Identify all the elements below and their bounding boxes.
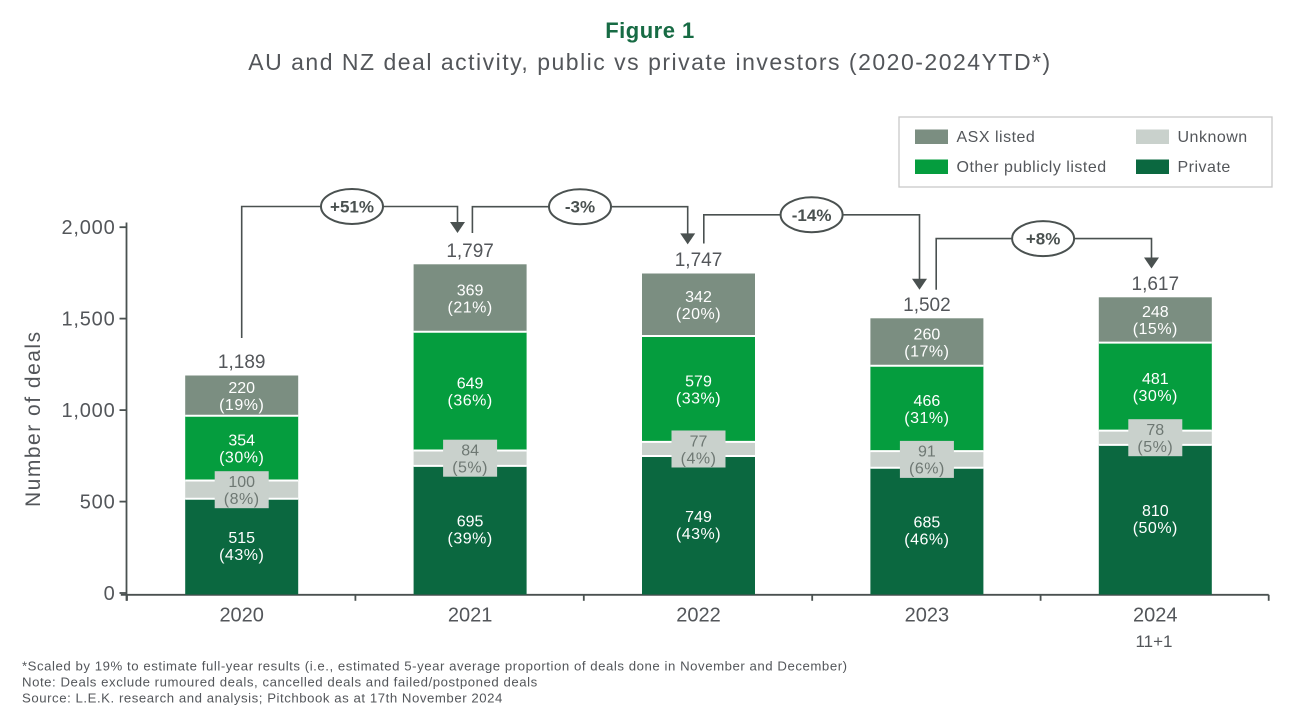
- svg-text:(31%): (31%): [904, 410, 949, 427]
- svg-text:(21%): (21%): [448, 299, 493, 316]
- svg-text:84: 84: [461, 443, 479, 460]
- svg-text:481: 481: [1142, 371, 1169, 388]
- svg-text:(46%): (46%): [904, 532, 949, 549]
- svg-text:(15%): (15%): [1133, 321, 1178, 338]
- svg-text:354: 354: [228, 432, 255, 449]
- svg-text:2,000: 2,000: [61, 217, 115, 239]
- svg-text:1,797: 1,797: [446, 241, 494, 262]
- svg-text:(50%): (50%): [1133, 520, 1178, 537]
- svg-text:(5%): (5%): [1137, 439, 1173, 456]
- svg-text:2020: 2020: [219, 605, 264, 627]
- svg-text:810: 810: [1142, 503, 1169, 520]
- svg-text:649: 649: [457, 376, 484, 393]
- svg-text:78: 78: [1146, 422, 1164, 439]
- svg-text:(30%): (30%): [1133, 388, 1178, 405]
- svg-text:695: 695: [457, 514, 484, 531]
- svg-text:2024: 2024: [1133, 605, 1178, 627]
- svg-text:(5%): (5%): [452, 460, 488, 477]
- svg-text:100: 100: [228, 474, 255, 491]
- svg-text:579: 579: [685, 373, 712, 390]
- svg-text:2022: 2022: [676, 605, 721, 627]
- svg-text:2023: 2023: [905, 605, 950, 627]
- svg-text:11+1: 11+1: [1135, 632, 1172, 651]
- svg-text:(33%): (33%): [676, 390, 721, 407]
- svg-text:77: 77: [690, 433, 708, 450]
- svg-text:1,747: 1,747: [675, 250, 723, 271]
- svg-text:515: 515: [228, 530, 255, 547]
- svg-text:749: 749: [685, 509, 712, 526]
- svg-text:369: 369: [457, 282, 484, 299]
- svg-text:500: 500: [80, 492, 116, 514]
- svg-text:0: 0: [104, 583, 116, 605]
- svg-text:(30%): (30%): [219, 449, 264, 466]
- svg-text:(19%): (19%): [219, 397, 264, 414]
- svg-text:1,500: 1,500: [61, 309, 115, 331]
- svg-text:+8%: +8%: [1026, 230, 1061, 249]
- svg-text:-3%: -3%: [565, 198, 595, 217]
- svg-text:ASX listed: ASX listed: [957, 129, 1036, 146]
- svg-text:260: 260: [914, 326, 941, 343]
- svg-text:(20%): (20%): [676, 306, 721, 323]
- svg-text:+51%: +51%: [330, 198, 374, 217]
- svg-text:1,189: 1,189: [218, 352, 266, 373]
- svg-text:466: 466: [914, 393, 941, 410]
- svg-text:1,000: 1,000: [61, 400, 115, 422]
- svg-text:-14%: -14%: [792, 206, 832, 225]
- svg-text:(6%): (6%): [909, 461, 945, 478]
- svg-text:Note: Deals exclude rumoured d: Note: Deals exclude rumoured deals, canc…: [22, 675, 538, 690]
- svg-text:248: 248: [1142, 304, 1169, 321]
- svg-text:(36%): (36%): [448, 393, 493, 410]
- svg-text:(17%): (17%): [904, 343, 949, 360]
- svg-text:2021: 2021: [448, 605, 493, 627]
- svg-text:(4%): (4%): [681, 450, 717, 467]
- svg-text:(8%): (8%): [224, 491, 260, 508]
- svg-text:685: 685: [914, 515, 941, 532]
- svg-text:342: 342: [685, 289, 712, 306]
- svg-text:(43%): (43%): [219, 547, 264, 564]
- svg-text:(39%): (39%): [448, 531, 493, 548]
- svg-text:(43%): (43%): [676, 526, 721, 543]
- svg-text:Private: Private: [1178, 159, 1231, 176]
- svg-text:Number of deals: Number of deals: [22, 330, 45, 507]
- svg-text:Other publicly listed: Other publicly listed: [957, 159, 1107, 176]
- svg-text:Source: L.E.K. research and an: Source: L.E.K. research and analysis; Pi…: [22, 691, 503, 706]
- svg-text:AU and NZ deal activity, publi: AU and NZ deal activity, public vs priva…: [248, 49, 1051, 75]
- svg-text:*Scaled by 19% to estimate ful: *Scaled by 19% to estimate full-year res…: [22, 659, 848, 674]
- svg-text:Figure 1: Figure 1: [605, 18, 695, 43]
- svg-text:91: 91: [918, 444, 936, 461]
- svg-text:220: 220: [228, 380, 255, 397]
- svg-text:1,617: 1,617: [1132, 274, 1180, 295]
- svg-text:Unknown: Unknown: [1178, 129, 1248, 146]
- svg-text:1,502: 1,502: [903, 295, 951, 316]
